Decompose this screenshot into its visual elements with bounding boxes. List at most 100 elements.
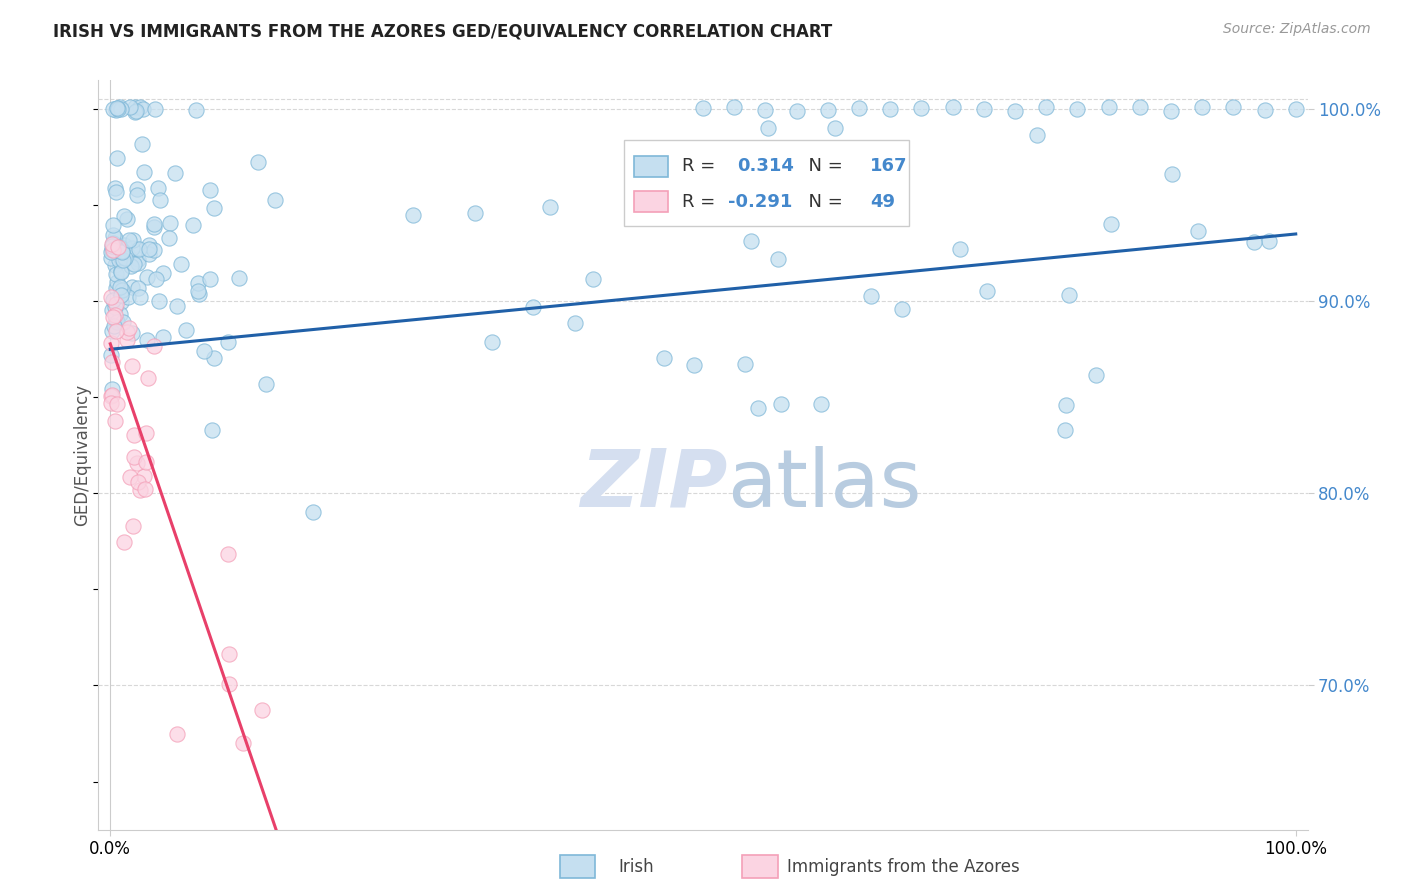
Point	[105, 397, 128, 411]
Point	[117, 289, 139, 303]
Point	[202, 201, 225, 215]
Point	[201, 423, 224, 437]
Point	[135, 270, 157, 285]
Point	[127, 475, 149, 490]
Point	[101, 219, 124, 233]
Point	[105, 238, 128, 252]
Text: 167: 167	[870, 158, 907, 176]
Point	[127, 182, 149, 196]
Point	[100, 303, 122, 318]
Point	[1054, 398, 1077, 412]
Point	[118, 469, 141, 483]
Point	[232, 736, 254, 750]
Point	[193, 344, 215, 359]
Text: 0.314: 0.314	[737, 158, 794, 176]
Text: R =: R =	[682, 193, 721, 211]
Point	[121, 280, 143, 294]
Point	[138, 242, 160, 256]
Point	[254, 377, 277, 392]
Point	[174, 323, 197, 337]
Point	[138, 238, 160, 252]
Point	[810, 397, 832, 411]
Bar	[634, 156, 668, 177]
Text: Source: ZipAtlas.com: Source: ZipAtlas.com	[1223, 22, 1371, 37]
Text: N =: N =	[797, 158, 849, 176]
Point	[121, 359, 143, 373]
Point	[104, 300, 127, 314]
Y-axis label: GED/Equivalency: GED/Equivalency	[73, 384, 91, 526]
Point	[1191, 100, 1213, 114]
Point	[723, 100, 745, 114]
Point	[127, 188, 149, 202]
Point	[202, 351, 225, 366]
Point	[100, 355, 122, 369]
Point	[101, 388, 124, 402]
Bar	[634, 191, 668, 212]
Point	[105, 315, 128, 329]
Point	[111, 244, 134, 259]
Point	[100, 244, 122, 259]
Text: 49: 49	[870, 193, 894, 211]
Point	[131, 137, 153, 152]
Point	[170, 257, 193, 271]
Text: N =: N =	[797, 193, 855, 211]
Point	[129, 483, 152, 497]
Text: Irish: Irish	[619, 858, 654, 876]
Point	[129, 290, 152, 304]
Point	[125, 242, 148, 256]
Point	[942, 100, 965, 114]
Point	[824, 121, 846, 136]
Point	[104, 180, 127, 194]
Point	[100, 252, 122, 266]
Point	[105, 281, 128, 295]
Point	[860, 289, 883, 303]
Point	[152, 266, 174, 280]
Point	[110, 251, 132, 265]
Point	[105, 324, 128, 338]
Point	[104, 414, 127, 428]
Point	[118, 320, 141, 334]
Point	[747, 401, 769, 416]
Text: ZIP: ZIP	[579, 446, 727, 524]
Point	[142, 339, 165, 353]
Point	[135, 425, 157, 440]
Point	[949, 242, 972, 256]
Point	[132, 102, 155, 116]
Point	[1099, 217, 1122, 231]
Point	[125, 456, 148, 470]
Point	[112, 238, 135, 252]
Point	[104, 258, 127, 272]
Point	[110, 240, 132, 254]
Point	[876, 197, 898, 211]
Point	[910, 101, 932, 115]
Point	[105, 101, 128, 115]
Point	[100, 290, 122, 304]
Point	[132, 469, 155, 483]
Point	[1004, 103, 1026, 118]
Point	[187, 276, 209, 290]
Point	[107, 240, 129, 254]
Point	[108, 100, 131, 114]
Point	[108, 252, 131, 267]
Point	[100, 348, 122, 362]
Point	[115, 211, 138, 226]
Point	[127, 281, 149, 295]
Point	[103, 243, 125, 257]
Point	[134, 482, 156, 496]
Point	[124, 104, 146, 119]
Point	[122, 519, 145, 533]
Point	[817, 103, 839, 117]
Text: IRISH VS IMMIGRANTS FROM THE AZORES GED/EQUIVALENCY CORRELATION CHART: IRISH VS IMMIGRANTS FROM THE AZORES GED/…	[53, 22, 832, 40]
Point	[464, 205, 486, 219]
Point	[1187, 224, 1209, 238]
Point	[125, 103, 148, 118]
Point	[522, 300, 544, 314]
Point	[163, 166, 186, 180]
Point	[1066, 102, 1088, 116]
Point	[138, 247, 160, 261]
Point	[481, 335, 503, 350]
Point	[103, 244, 125, 258]
Point	[117, 247, 139, 261]
Point	[264, 193, 287, 207]
Point	[105, 275, 128, 289]
